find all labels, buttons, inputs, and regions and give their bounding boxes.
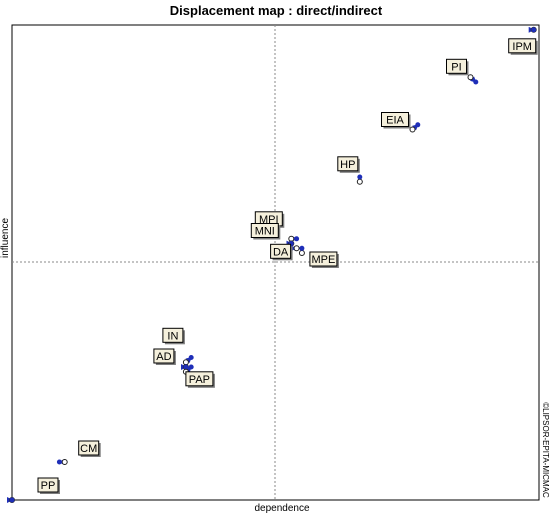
chart-title: Displacement map : direct/indirect — [170, 3, 383, 18]
indirect-point-pap — [188, 364, 194, 370]
point-label-box-in — [162, 327, 184, 343]
direct-point-mpe — [298, 250, 305, 256]
point-label-box-pi — [446, 58, 467, 74]
point-label-eia: EIA — [381, 112, 411, 129]
point-label-text-pp: PP — [41, 480, 56, 492]
point-label-pp: PP — [37, 477, 60, 494]
point-label-mpi: MPI — [254, 211, 285, 228]
direct-point-hp — [356, 178, 363, 185]
point-label-mni: MNI — [250, 223, 281, 240]
point-label-ipm: IPM — [508, 38, 538, 55]
indirect-point-in — [188, 355, 194, 360]
point-label-cm: CM — [78, 440, 101, 457]
point-label-text-pap: PAP — [189, 374, 210, 386]
point-label-box-cm — [78, 440, 100, 456]
point-label-text-da: DA — [273, 246, 289, 258]
indirect-point-ipm — [531, 27, 537, 33]
point-label-box-pp — [37, 477, 59, 493]
point-label-mpe: MPE — [309, 251, 339, 268]
point-label-text-ipm: IPM — [512, 41, 532, 53]
point-label-box-pap — [185, 371, 214, 387]
point-label-text-mpe: MPE — [311, 254, 335, 266]
point-label-box-da — [270, 243, 292, 259]
point-label-text-eia: EIA — [386, 115, 404, 127]
point-label-ad: AD — [153, 348, 176, 365]
point-label-pi: PI — [446, 58, 469, 76]
point-label-box-ad — [153, 348, 175, 364]
point-label-text-hp: HP — [340, 159, 355, 171]
indirect-point-eia — [415, 122, 421, 128]
direct-point-cm — [61, 459, 68, 465]
direct-point-eia — [409, 126, 416, 133]
indirect-point-pi — [473, 79, 479, 85]
point-label-text-mpi: MPI — [259, 214, 279, 226]
point-label-box-mpe — [309, 251, 338, 267]
indirect-point-ad — [183, 364, 189, 370]
point-label-da: DA — [270, 243, 293, 261]
indirect-point-cm — [56, 459, 62, 465]
indirect-point-hp — [357, 174, 363, 180]
indirect-point-pp — [9, 497, 15, 503]
indirect-point-mpe — [299, 245, 305, 251]
indirect-point-mpi — [294, 236, 300, 242]
y-axis-label: influence — [0, 218, 11, 258]
direct-point-da — [293, 245, 300, 252]
point-label-box-eia — [381, 112, 409, 127]
point-label-box-hp — [337, 156, 359, 172]
point-label-box-ipm — [508, 38, 537, 54]
point-label-text-ad: AD — [156, 351, 171, 363]
point-label-hp: HP — [337, 156, 360, 173]
watermark-text: ©LIPSOR-EPITA-MICMAC — [541, 402, 550, 498]
point-label-text-cm: CM — [80, 443, 97, 455]
point-label-box-mni — [250, 223, 279, 238]
direct-point-pi — [467, 74, 474, 81]
x-axis-label: dependence — [254, 503, 309, 514]
point-label-text-pi: PI — [451, 61, 461, 73]
point-label-in: IN — [162, 327, 185, 345]
point-label-text-in: IN — [167, 330, 178, 342]
point-label-text-mni: MNI — [255, 226, 275, 238]
point-label-pap: PAP — [185, 371, 215, 388]
